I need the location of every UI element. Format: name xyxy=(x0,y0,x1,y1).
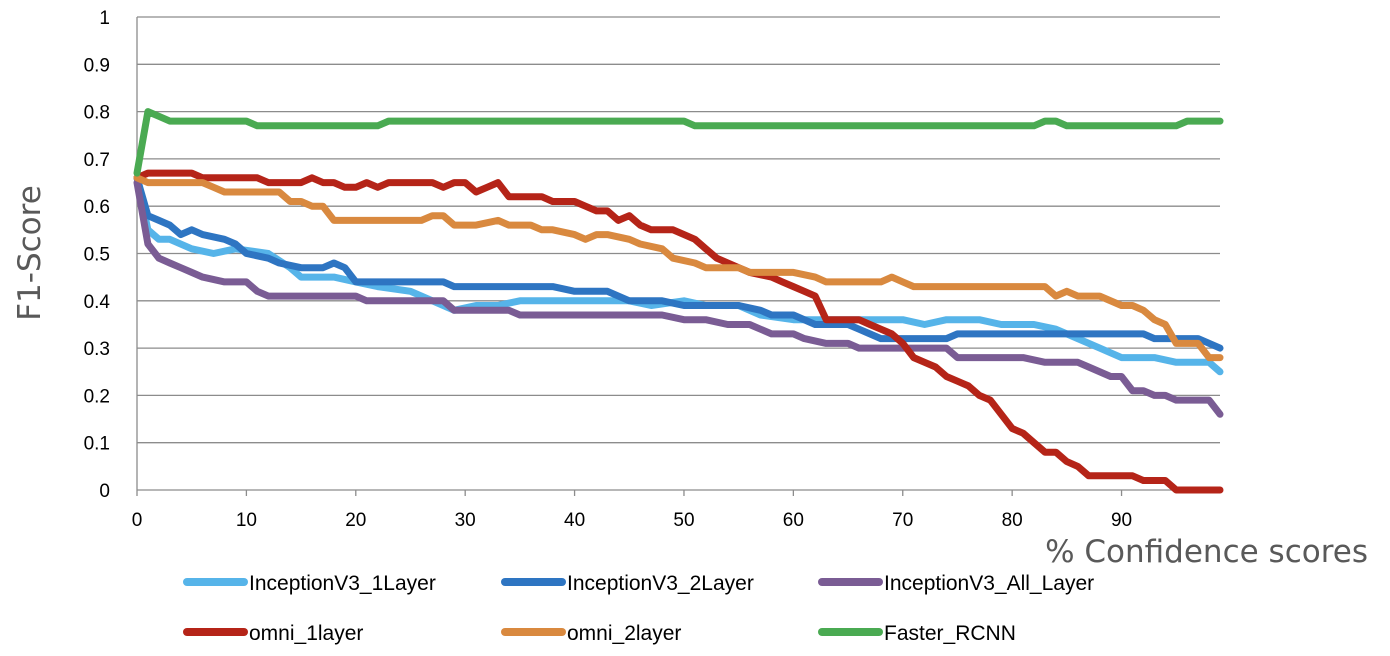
series-line-inceptionv3-all-layer xyxy=(133,179,1224,418)
x-tick-label: 0 xyxy=(132,510,143,531)
y-tick-label: 0.7 xyxy=(84,150,110,171)
legend-label: InceptionV3_2Layer xyxy=(567,572,754,595)
legend-label: Faster_RCNN xyxy=(884,622,1016,645)
legend: InceptionV3_1Layer InceptionV3_2Layer Ince… xyxy=(183,572,1094,645)
legend-label: omni_1layer xyxy=(249,622,363,645)
x-tick-label: 50 xyxy=(673,510,694,531)
x-tick-label: 60 xyxy=(783,510,804,531)
x-tick-label: 90 xyxy=(1111,510,1132,531)
y-tick-label: 0.3 xyxy=(84,339,110,360)
y-tick-label: 0.5 xyxy=(84,245,110,266)
x-tick-label: 80 xyxy=(1002,510,1023,531)
legend-label: omni_2layer xyxy=(567,622,681,645)
series-line-omni-2layer xyxy=(133,174,1224,362)
x-tick-label: 40 xyxy=(564,510,585,531)
legend-label: InceptionV3_1Layer xyxy=(249,572,436,595)
y-tick-label: 0.8 xyxy=(84,103,110,124)
axes xyxy=(136,17,1220,496)
x-tick-label: 20 xyxy=(345,510,366,531)
x-tick-label: 10 xyxy=(236,510,257,531)
series-lines xyxy=(133,108,1224,494)
y-tick-label: 0.2 xyxy=(84,386,110,407)
series-line-inceptionv3-1layer xyxy=(133,174,1224,376)
x-tick-label: 70 xyxy=(892,510,913,531)
legend-label: InceptionV3_All_Layer xyxy=(884,572,1094,595)
y-tick-labels: 0 0.1 0.2 0.3 0.4 0.5 0.6 0.7 0.8 0.9 1 xyxy=(84,8,111,502)
y-tick-label: 0.6 xyxy=(84,197,110,218)
series-line-faster-rcnn xyxy=(133,108,1224,177)
y-tick-label: 0.1 xyxy=(84,434,110,455)
x-tick-labels: 0 10 20 30 40 50 60 70 80 90 xyxy=(132,510,1132,531)
series-line-omni-1layer xyxy=(133,169,1224,494)
y-tick-label: 0.4 xyxy=(84,292,111,313)
x-axis-title: % Confidence scores xyxy=(1045,534,1368,570)
x-tick-label: 30 xyxy=(455,510,476,531)
y-tick-label: 1 xyxy=(99,8,110,29)
y-tick-label: 0 xyxy=(99,481,110,502)
y-axis-title: F1-Score xyxy=(12,185,48,321)
series-line-inceptionv3-2layer xyxy=(133,174,1224,352)
y-tick-label: 0.9 xyxy=(84,55,110,76)
